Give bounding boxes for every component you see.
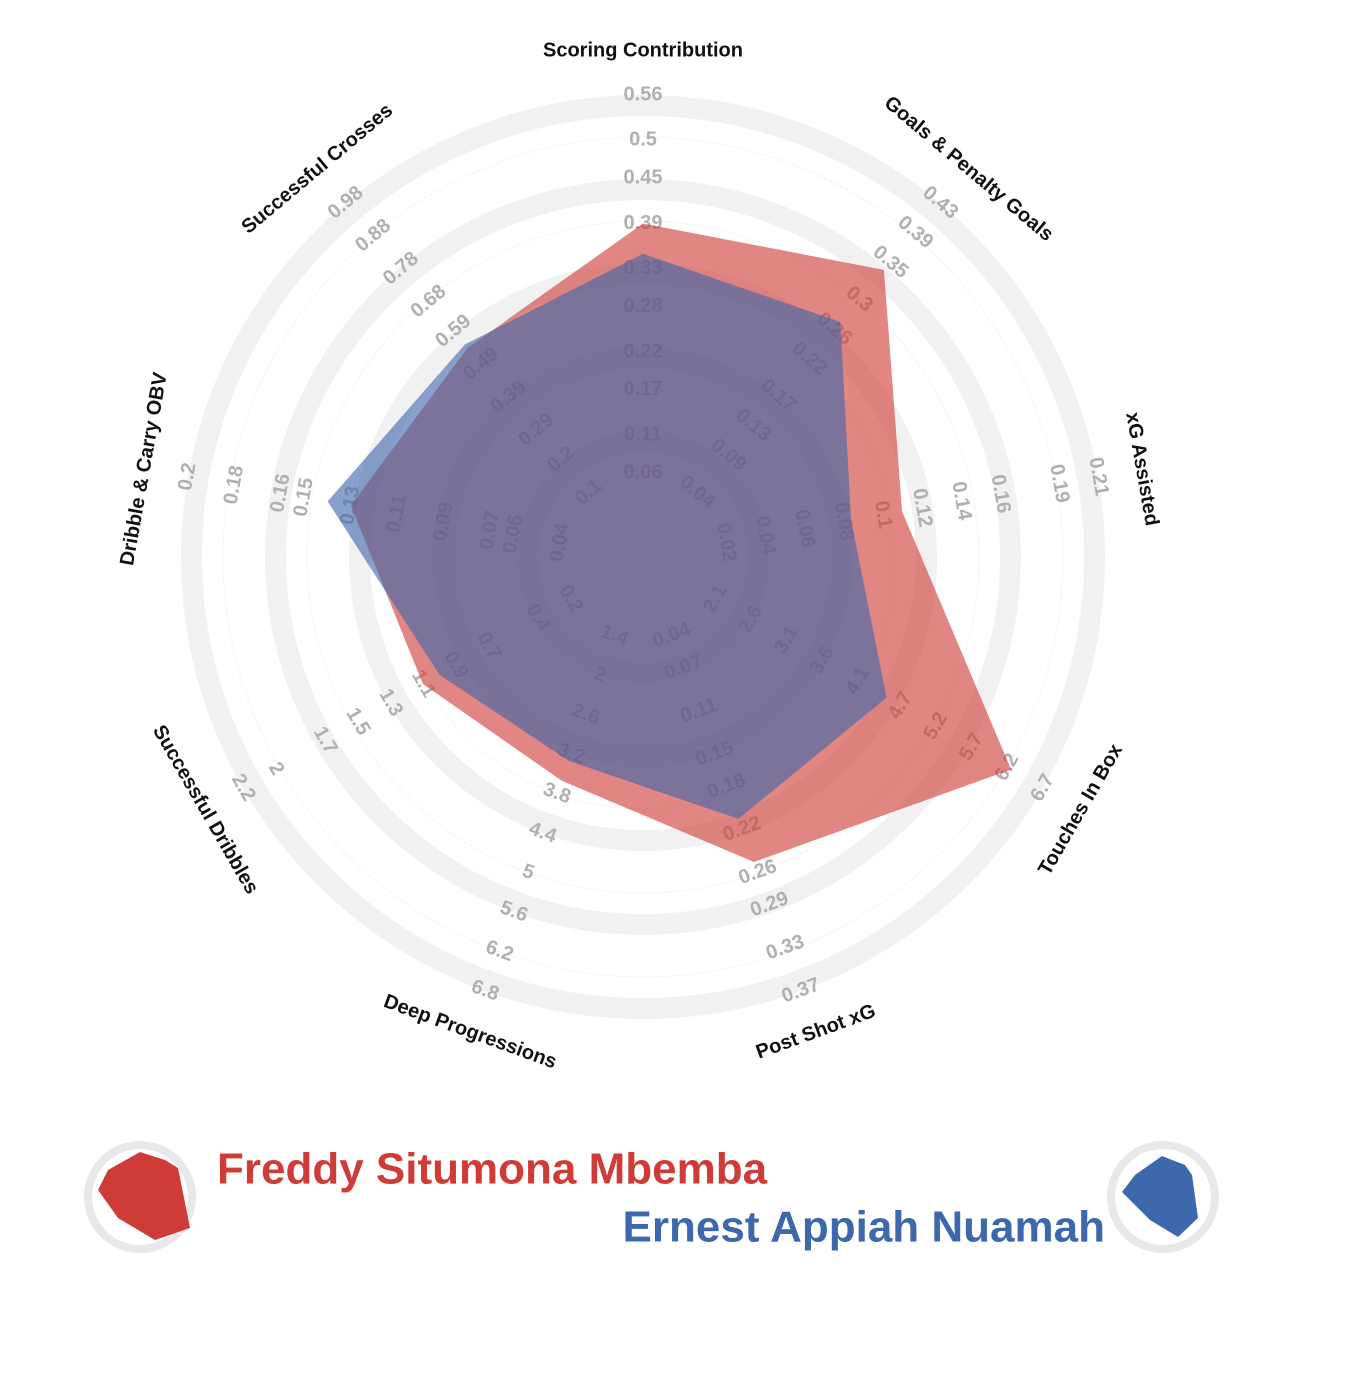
icon-shape [1122, 1156, 1198, 1237]
ring [181, 95, 1105, 1019]
axis-label: Successful Crosses [237, 99, 397, 238]
axis-label: Dribble & Carry OBV [116, 370, 172, 567]
axis-label: Post Shot xG [753, 1000, 879, 1064]
tick-label: 0.33 [763, 930, 807, 964]
tick-label: 0.45 [624, 166, 663, 188]
legend-entry: Freddy Situmona Mbemba [217, 1145, 768, 1194]
ring-line [222, 136, 1064, 978]
tick-label: 0.88 [351, 215, 395, 257]
tick-label: 0.56 [624, 83, 663, 105]
tick-label: 6.2 [483, 936, 517, 966]
tick-label: 0.18 [220, 464, 248, 506]
legend-entry: Ernest Appiah Nuamah [623, 1203, 1105, 1252]
tick-label: 0.19 [1045, 462, 1073, 504]
series-area [327, 253, 887, 819]
legend-icon-blue [1107, 1141, 1219, 1253]
legend-icon-red [84, 1141, 196, 1253]
icon-shape [98, 1152, 190, 1240]
tick-label: 0.2 [174, 461, 200, 492]
tick-label: 0.12 [908, 487, 936, 529]
tick-label: 1.5 [342, 704, 375, 739]
ring [265, 179, 1021, 935]
axis-label: Successful Dribbles [148, 721, 263, 898]
radar: 0.060.110.170.220.280.330.390.450.50.56S… [116, 39, 1163, 1073]
axis-label: Scoring Contribution [543, 39, 743, 61]
ring-line [306, 220, 980, 894]
tick-label: 5 [519, 860, 537, 884]
tick-label: 0.5 [629, 129, 657, 151]
axis-label: xG Assisted [1121, 411, 1163, 528]
tick-label: 0.29 [747, 887, 791, 921]
